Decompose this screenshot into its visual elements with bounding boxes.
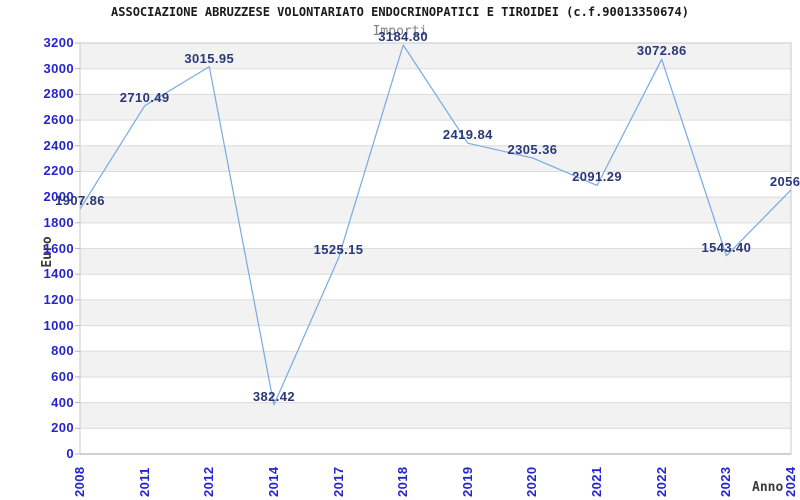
y-tick-label: 800 bbox=[51, 343, 74, 359]
data-point-label: 2091.29 bbox=[572, 169, 622, 185]
chart-title: ASSOCIAZIONE ABRUZZESE VOLONTARIATO ENDO… bbox=[111, 5, 689, 19]
x-year-label: 2017 bbox=[330, 466, 346, 497]
data-line bbox=[79, 44, 792, 406]
plot-band bbox=[80, 248, 791, 275]
x-year-label: 2021 bbox=[589, 466, 605, 497]
x-year-label: 2008 bbox=[72, 466, 87, 497]
plot-band bbox=[80, 43, 791, 69]
y-tick-label: 3200 bbox=[43, 35, 74, 50]
data-point-label: 2056.6 bbox=[769, 173, 800, 189]
y-axis-title: Euro bbox=[40, 236, 55, 268]
x-year-label: 2024 bbox=[783, 466, 798, 497]
plot-band bbox=[80, 197, 791, 223]
data-point-label: 1525.15 bbox=[313, 242, 364, 258]
data-point-label: 382.42 bbox=[252, 388, 295, 404]
plot-band bbox=[80, 351, 791, 377]
y-tick-label: 1200 bbox=[43, 291, 74, 307]
y-tick-label: 2800 bbox=[43, 86, 74, 102]
y-tick-label: 1000 bbox=[43, 317, 74, 333]
data-point-label: 1543.40 bbox=[701, 239, 752, 255]
data-point-label: 3184.80 bbox=[378, 28, 429, 44]
plot-band bbox=[80, 299, 791, 326]
x-axis-title: Anno bbox=[752, 480, 784, 495]
x-year-label: 2011 bbox=[136, 467, 152, 497]
x-year-label: 2018 bbox=[395, 466, 411, 497]
data-point-label: 2710.49 bbox=[119, 89, 170, 105]
x-year-label: 2012 bbox=[201, 466, 217, 497]
y-tick-label: 2400 bbox=[43, 137, 74, 153]
plot-band bbox=[80, 94, 791, 121]
x-year-label: 2020 bbox=[524, 466, 540, 497]
y-tick-label: 200 bbox=[51, 420, 74, 436]
y-tick-label: 2600 bbox=[43, 112, 74, 128]
y-tick-label: 1800 bbox=[43, 214, 74, 230]
x-year-label: 2022 bbox=[653, 466, 669, 497]
data-point-label: 2419.84 bbox=[442, 127, 493, 143]
y-tick-label: 2000 bbox=[43, 189, 74, 205]
plot-band bbox=[80, 145, 791, 172]
y-tick-label: 1400 bbox=[43, 266, 74, 282]
plot-band bbox=[80, 402, 791, 429]
data-point-label: 1907.86 bbox=[55, 192, 105, 208]
x-year-label: 2014 bbox=[265, 466, 281, 497]
y-tick-label: 400 bbox=[51, 394, 74, 410]
y-tick-label: 1600 bbox=[43, 240, 74, 256]
data-point-label: 3015.95 bbox=[184, 50, 235, 66]
y-tick-label: 2200 bbox=[43, 163, 74, 179]
y-tick-label: 600 bbox=[51, 368, 74, 384]
data-point-label: 2305.36 bbox=[507, 141, 558, 157]
data-point-label: 3072.86 bbox=[636, 43, 687, 59]
x-year-label: 2023 bbox=[718, 466, 734, 497]
y-tick-label: 0 bbox=[66, 446, 74, 461]
y-tick-label: 3000 bbox=[43, 60, 74, 76]
x-year-label: 2019 bbox=[459, 466, 475, 497]
chart-subtitle: Importi bbox=[372, 24, 428, 39]
